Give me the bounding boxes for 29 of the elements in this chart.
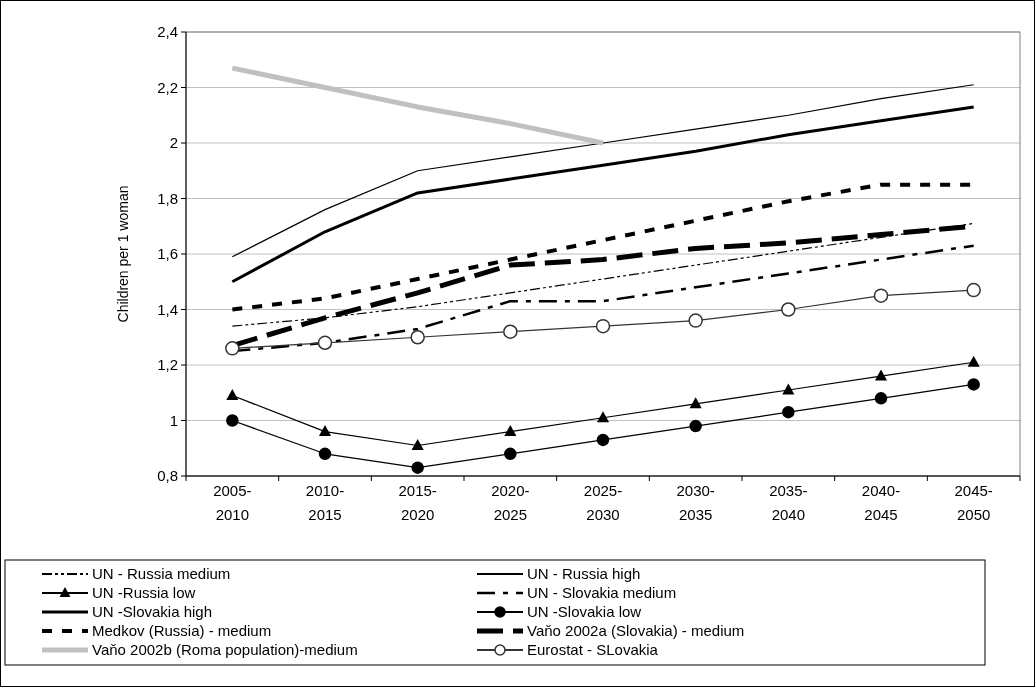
y-tick-label: 1,2 xyxy=(157,356,178,374)
y-tick-label: 1,4 xyxy=(157,300,178,318)
legend-label: UN - Russia high xyxy=(527,565,641,583)
legend-label: UN -Russia low xyxy=(92,584,196,602)
x-tick-label: 2020-2025 xyxy=(491,482,530,523)
legend-label: UN -Slovakia high xyxy=(92,603,213,621)
y-tick-label: 1,8 xyxy=(157,189,178,207)
x-tick-label: 2010-2015 xyxy=(305,482,345,523)
y-tick-label: 2,2 xyxy=(157,78,178,96)
legend-label: UN - Slovakia medium xyxy=(527,584,677,602)
legend-label: Medkov (Russia) - medium xyxy=(92,622,272,640)
x-tick-label: 2030-2035 xyxy=(676,482,715,523)
x-tick-label: 2040-2045 xyxy=(861,482,901,523)
legend-label: UN - Russia medium xyxy=(92,565,231,583)
legend-label: UN -Slovakia low xyxy=(527,603,642,621)
y-tick-label: 1,6 xyxy=(157,245,178,263)
legend-label: Vaňo 2002a (Slovakia) - medium xyxy=(527,622,745,640)
y-tick-label: 2,4 xyxy=(157,23,178,41)
y-tick-label: 0,8 xyxy=(157,467,178,485)
legend-label: Vaňo 2002b (Roma population)-medium xyxy=(92,641,358,659)
x-tick-label: 2005-2010 xyxy=(213,482,252,523)
y-tick-label: 2 xyxy=(169,134,178,152)
x-tick-label: 2025-2030 xyxy=(583,482,623,523)
x-tick-label: 2035-2040 xyxy=(769,482,808,523)
legend-label: Eurostat - SLovakia xyxy=(527,641,659,659)
x-tick-label: 2015-2020 xyxy=(398,482,437,523)
x-tick-label: 2045-2050 xyxy=(954,482,993,523)
y-tick-label: 1 xyxy=(169,411,178,429)
y-axis-title: Children per 1 woman xyxy=(115,185,131,323)
